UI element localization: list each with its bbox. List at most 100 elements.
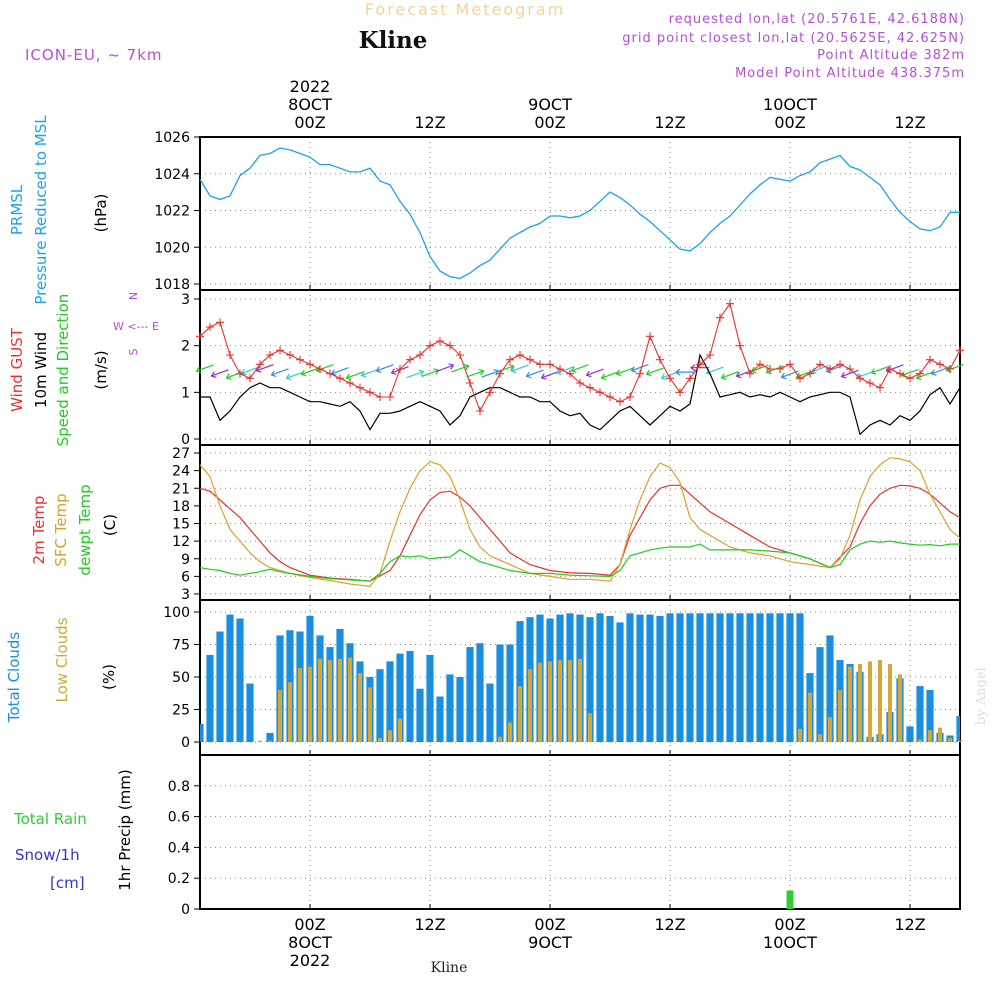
gust-marker [296, 355, 304, 364]
wind-arrow-shaft [316, 363, 334, 372]
gust-marker [716, 313, 724, 322]
total-clouds-bar [206, 654, 214, 742]
low-clouds-bar [518, 686, 522, 742]
total-clouds-bar [796, 613, 804, 742]
wind-arrow-head [615, 369, 622, 377]
total-clouds-bar [246, 683, 254, 742]
low-clouds-bar [958, 740, 962, 742]
axes-layer [194, 136, 961, 910]
snow-unit-legend: [cm] [50, 874, 85, 892]
wind-arrow [870, 366, 889, 375]
low-clouds-bar [368, 687, 372, 742]
wind-arrow-shaft [946, 363, 964, 372]
wind-arrow [615, 367, 634, 377]
wind-arrow [555, 366, 574, 376]
wind-arrow-shaft [631, 363, 649, 372]
wind-arrow-shaft [481, 370, 499, 378]
bottom-axis-label: 2022 [290, 951, 331, 970]
wind-arrow-head [915, 373, 922, 381]
wind-arrow-shaft [586, 368, 604, 376]
gust-marker [516, 351, 524, 359]
y-tick-label: 1020 [154, 240, 190, 256]
gust-marker [246, 374, 254, 383]
low-clouds-bar [868, 661, 872, 742]
gust-marker [376, 393, 384, 401]
wind-arrow-shaft [646, 367, 664, 375]
low-clouds-bar [558, 660, 562, 742]
wind-arrow-head [570, 366, 577, 373]
gust-marker [706, 351, 714, 359]
y-tick-label: 0.6 [168, 810, 190, 826]
low-clouds-bar [888, 664, 892, 742]
total-clouds-bar [416, 688, 424, 742]
wind-arrow [675, 368, 694, 376]
y-tick-label: 27 [172, 446, 190, 462]
gust-marker [886, 365, 894, 373]
y-tick-label: 18 [172, 499, 190, 515]
wind-arrow-head [360, 370, 367, 378]
total-clouds-bar [466, 647, 474, 742]
dewpt-line [199, 540, 960, 582]
total-clouds-bar [746, 613, 754, 742]
wind-arrow [570, 364, 589, 373]
gust-marker [946, 365, 954, 373]
wind-arrow-head [525, 371, 532, 379]
top-axis-label: 00Z [534, 113, 565, 132]
y-tick-label: 9 [181, 552, 190, 568]
y-tick-label: 0.8 [168, 779, 190, 795]
wind-arrow [600, 371, 619, 381]
gust-marker [726, 299, 734, 308]
gust-marker [396, 365, 404, 373]
gust-marker [796, 374, 804, 383]
top-axis-label: 12Z [414, 113, 445, 132]
gust-marker [446, 341, 454, 350]
wind-arrow [840, 369, 859, 379]
total-clouds-bar [516, 621, 524, 742]
total-clouds-bar [656, 615, 664, 742]
wind-arrow-head [225, 373, 232, 380]
wind-arrow-head [195, 366, 202, 374]
wind-arrow [525, 369, 544, 379]
rain-bar [786, 890, 794, 909]
wind-arrow-shaft [916, 371, 934, 379]
top-axis-label: 8OCT [288, 95, 332, 114]
total-clouds-bar [396, 653, 404, 742]
total-clouds-bar [476, 643, 484, 742]
wind-arrow [915, 371, 934, 381]
wind-arrow-head [255, 366, 262, 373]
total-clouds-bar [646, 614, 654, 742]
wind-arrow-shaft [346, 371, 364, 379]
bottom-axis-label: 00Z [294, 915, 325, 934]
low-clouds-bar [898, 674, 902, 742]
low-clouds-bar [278, 690, 282, 742]
y-tick-label: 21 [172, 481, 190, 497]
total-clouds-bar [676, 613, 684, 742]
gust-label: Wind GUST [8, 327, 26, 412]
low-clouds-bar [828, 717, 832, 742]
wind-arrow-head [300, 369, 307, 377]
total-clouds-bar [786, 613, 794, 742]
wind-arrow-shaft [541, 371, 559, 379]
model-altitude: Model Point Altitude 438.375m [735, 66, 965, 81]
gust-marker [406, 355, 414, 364]
gust-marker [526, 355, 534, 364]
total-clouds-bar [716, 613, 724, 742]
y-tick-label: 0 [181, 432, 190, 448]
wind-arrow [406, 369, 425, 379]
wind-arrow-shaft [466, 370, 484, 378]
temp2m-line [199, 484, 961, 582]
wind-arrow-shaft [901, 368, 919, 377]
wind-arrow [285, 371, 304, 381]
top-axis-label: 12Z [894, 113, 925, 132]
total-clouds-bar [906, 726, 914, 742]
wind-arrow [496, 363, 515, 373]
low-clouds-bar [538, 662, 542, 742]
wind-arrow-shaft [361, 368, 379, 377]
wind-arrow [466, 368, 485, 378]
gust-marker [696, 360, 704, 369]
bottom-axis-label: 8OCT [288, 933, 332, 952]
top-axis-label: 12Z [654, 113, 685, 132]
total-clouds-bar [200, 723, 204, 742]
chart-title: Kline [359, 27, 428, 54]
wind-arrow-shaft [211, 369, 229, 377]
